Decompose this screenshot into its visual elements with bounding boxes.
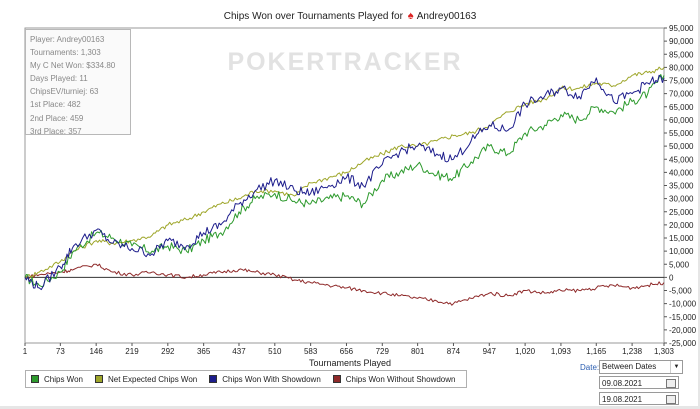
x-tick-label: 292 [161, 347, 175, 356]
y-tick-label: 60,000 [669, 116, 694, 125]
y-tick-label: 95,000 [669, 24, 694, 33]
y-tick-label: 50,000 [669, 142, 694, 151]
x-tick-label: 219 [125, 347, 139, 356]
date-filter-panel: Date: Between Dates ▼ 09.08.2021 19.08.2… [580, 359, 698, 407]
series-line-chips-won [24, 74, 665, 287]
x-tick-label: 729 [376, 347, 390, 356]
date-to-field[interactable]: 19.08.2021 [599, 392, 679, 405]
x-tick-label: 146 [89, 347, 103, 356]
y-tick-label: -10,000 [669, 300, 697, 309]
x-tick-label: 947 [483, 347, 497, 356]
x-tick-label: 874 [447, 347, 461, 356]
y-tick-label: -25,000 [669, 339, 697, 348]
y-tick-label: 25,000 [669, 208, 694, 217]
date-from-field[interactable]: 09.08.2021 [599, 376, 679, 389]
x-tick-label: 365 [197, 347, 211, 356]
date-label: Date: [580, 363, 600, 372]
legend-label: Chips Won With Showdown [222, 374, 321, 384]
y-tick-label: -20,000 [669, 326, 697, 335]
x-tick-label: 1,093 [551, 347, 572, 356]
y-tick-label: 70,000 [669, 90, 694, 99]
stats-player: Player: Andrey00163 [30, 35, 105, 44]
window-frame-bottom [0, 406, 700, 409]
x-tick-label: 801 [411, 347, 425, 356]
y-tick-label: 90,000 [669, 37, 694, 46]
series-line-without-showdown [24, 263, 665, 306]
spade-icon: ♠ [407, 10, 414, 22]
y-tick-label: 80,000 [669, 63, 694, 72]
date-to-value: 19.08.2021 [602, 395, 643, 404]
legend-label: Net Expected Chips Won [107, 374, 198, 384]
stats-1st-place: 1st Place: 482 [30, 100, 81, 110]
stats-3rd-place: 3rd Place: 357 [30, 126, 82, 136]
x-tick-label: 583 [304, 347, 318, 356]
x-tick-label: 1 [23, 347, 28, 356]
chart-title-text: Chips Won over Tournaments Played for [223, 11, 403, 22]
x-axis-title: Tournaments Played [308, 358, 392, 368]
y-tick-label: -5,000 [669, 287, 692, 296]
window-frame-right [698, 0, 700, 409]
y-tick-label: 10,000 [669, 247, 694, 256]
date-mode-value: Between Dates [602, 362, 657, 371]
legend-swatch-without-showdown [332, 375, 341, 383]
y-tick-label: 55,000 [669, 129, 694, 138]
legend-item-net-expected[interactable]: Net Expected Chips Won [94, 374, 198, 384]
y-tick-label: -15,000 [669, 313, 697, 322]
calendar-icon[interactable] [666, 379, 676, 388]
stats-days-played: Days Played: 11 [30, 74, 88, 84]
legend-item-with-showdown[interactable]: Chips Won With Showdown [209, 375, 321, 384]
y-tick-label: 5,000 [669, 260, 690, 269]
x-tick-label: 1,238 [622, 347, 643, 356]
watermark-logo: POKERTRACKER [227, 48, 462, 76]
legend-swatch-net-expected [94, 375, 103, 383]
x-tick-label: 437 [232, 347, 246, 356]
legend-swatch-chips-won [31, 375, 39, 383]
stats-tournaments: Tournaments: 1,303 [30, 48, 101, 58]
calendar-icon[interactable] [666, 395, 676, 404]
date-from-value: 09.08.2021 [602, 379, 643, 388]
y-tick-label: 20,000 [669, 221, 694, 230]
y-tick-label: 45,000 [669, 155, 694, 164]
x-tick-label: 1,020 [515, 347, 536, 356]
x-tick-label: 656 [340, 347, 354, 356]
legend-swatch-with-showdown [209, 375, 218, 383]
x-tick-label: 1,303 [654, 347, 675, 356]
y-tick-label: 40,000 [669, 168, 694, 177]
date-mode-select[interactable]: Between Dates ▼ [599, 360, 683, 374]
y-tick-label: 15,000 [669, 234, 694, 243]
y-tick-label: 75,000 [669, 77, 694, 86]
stats-box: Player: Andrey00163 Tournaments: 1,303 M… [25, 29, 131, 136]
legend: Chips Won Net Expected Chips Won Chips W… [25, 370, 467, 388]
y-tick-label: 65,000 [669, 103, 694, 112]
legend-label: Chips Won [44, 374, 83, 384]
legend-label: Chips Won Without Showdown [345, 374, 456, 384]
y-tick-label: 85,000 [669, 50, 694, 59]
stats-chipsev: ChipsEV/turniej: 63 [30, 87, 99, 97]
series-line-with-showdown [24, 74, 665, 291]
legend-item-without-showdown[interactable]: Chips Won Without Showdown [332, 374, 456, 384]
y-tick-label: 30,000 [669, 195, 694, 204]
chart-title: Chips Won over Tournaments Played for ♠ … [0, 10, 700, 22]
x-tick-label: 1,165 [586, 347, 607, 356]
x-tick-label: 510 [268, 347, 282, 356]
stats-2nd-place: 2nd Place: 459 [30, 113, 84, 123]
legend-item-chips-won[interactable]: Chips Won [31, 375, 83, 384]
chart-title-player: Andrey00163 [416, 11, 477, 22]
y-tick-label: 35,000 [669, 182, 694, 191]
x-tick-label: 73 [56, 347, 65, 356]
stats-net-won: My C Net Won: $334.80 [30, 61, 116, 71]
y-tick-label: 0 [669, 273, 674, 282]
chevron-down-icon[interactable]: ▼ [670, 361, 682, 373]
